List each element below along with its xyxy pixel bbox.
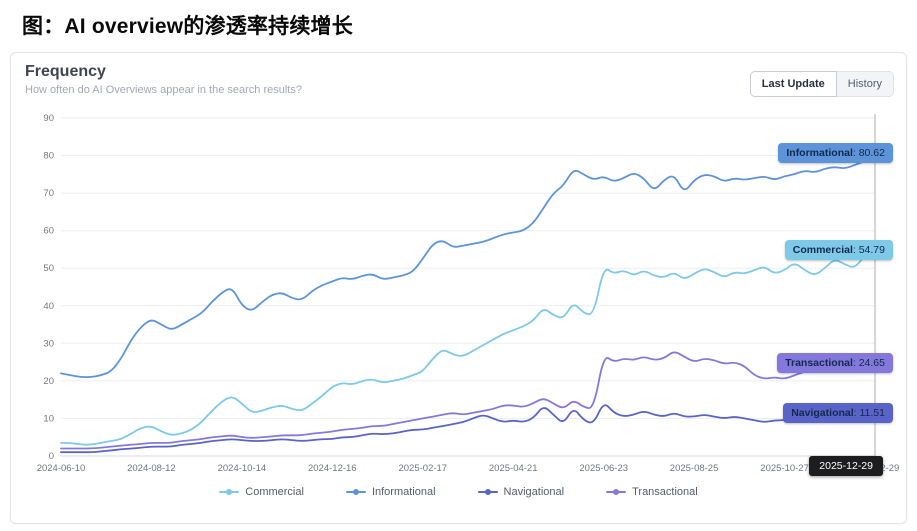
svg-text:50: 50 — [43, 263, 54, 274]
svg-text:20: 20 — [43, 376, 54, 387]
svg-text:2024-06-10: 2024-06-10 — [37, 463, 86, 474]
svg-text:2025-02-17: 2025-02-17 — [398, 463, 447, 474]
svg-text:0: 0 — [49, 451, 54, 462]
panel-header: Frequency How often do AI Overviews appe… — [11, 53, 906, 97]
legend-item-navigational[interactable]: Navigational — [477, 486, 565, 498]
frequency-chart[interactable]: 0 10 20 30 40 50 60 70 80 90 2024-06-10 2024-08-12 2… — [23, 104, 903, 482]
svg-text:2024-08-12: 2024-08-12 — [127, 463, 176, 474]
chart-area: 0 10 20 30 40 50 60 70 80 90 2024-06-10 2024-08-12 2… — [23, 104, 903, 482]
view-toggle-group: Last Update History — [749, 71, 894, 97]
last-update-button[interactable]: Last Update — [749, 71, 837, 97]
date-tooltip: 2025-12-29 — [809, 456, 883, 476]
transactional-line-icon — [606, 488, 627, 496]
svg-text:40: 40 — [43, 301, 54, 312]
svg-text:2025-04-21: 2025-04-21 — [489, 463, 538, 474]
svg-text:60: 60 — [43, 226, 54, 237]
commercial-line-icon — [219, 488, 240, 496]
svg-text:2025-08-25: 2025-08-25 — [670, 463, 719, 474]
svg-text:2024-10-14: 2024-10-14 — [218, 463, 267, 474]
legend-label: Informational — [371, 486, 436, 498]
svg-text:90: 90 — [43, 113, 54, 124]
history-button[interactable]: History — [836, 71, 894, 97]
svg-text:2024-12-16: 2024-12-16 — [308, 463, 357, 474]
svg-text:10: 10 — [43, 413, 54, 424]
legend-label: Commercial — [245, 486, 304, 498]
legend-item-commercial[interactable]: Commercial — [219, 486, 304, 498]
svg-text:2025-10-27: 2025-10-27 — [760, 463, 809, 474]
panel-subtitle: How often do AI Overviews appear in the … — [25, 84, 302, 96]
legend-item-transactional[interactable]: Transactional — [606, 486, 698, 498]
legend-item-informational[interactable]: Informational — [345, 486, 436, 498]
navigational-line-icon — [477, 488, 498, 496]
panel-heading: Frequency — [25, 63, 106, 80]
legend-label: Transactional — [632, 486, 698, 498]
svg-text:70: 70 — [43, 188, 54, 199]
svg-text:30: 30 — [43, 338, 54, 349]
informational-line-icon — [345, 488, 366, 496]
svg-text:2025-06-23: 2025-06-23 — [579, 463, 628, 474]
page-title: 图：AI overview的渗透率持续增长 — [22, 15, 353, 38]
svg-text:80: 80 — [43, 151, 54, 162]
frequency-panel: Frequency How often do AI Overviews appe… — [10, 52, 907, 524]
legend-label: Navigational — [503, 486, 565, 498]
chart-legend: Commercial Informational Navigational Tr… — [11, 486, 906, 498]
